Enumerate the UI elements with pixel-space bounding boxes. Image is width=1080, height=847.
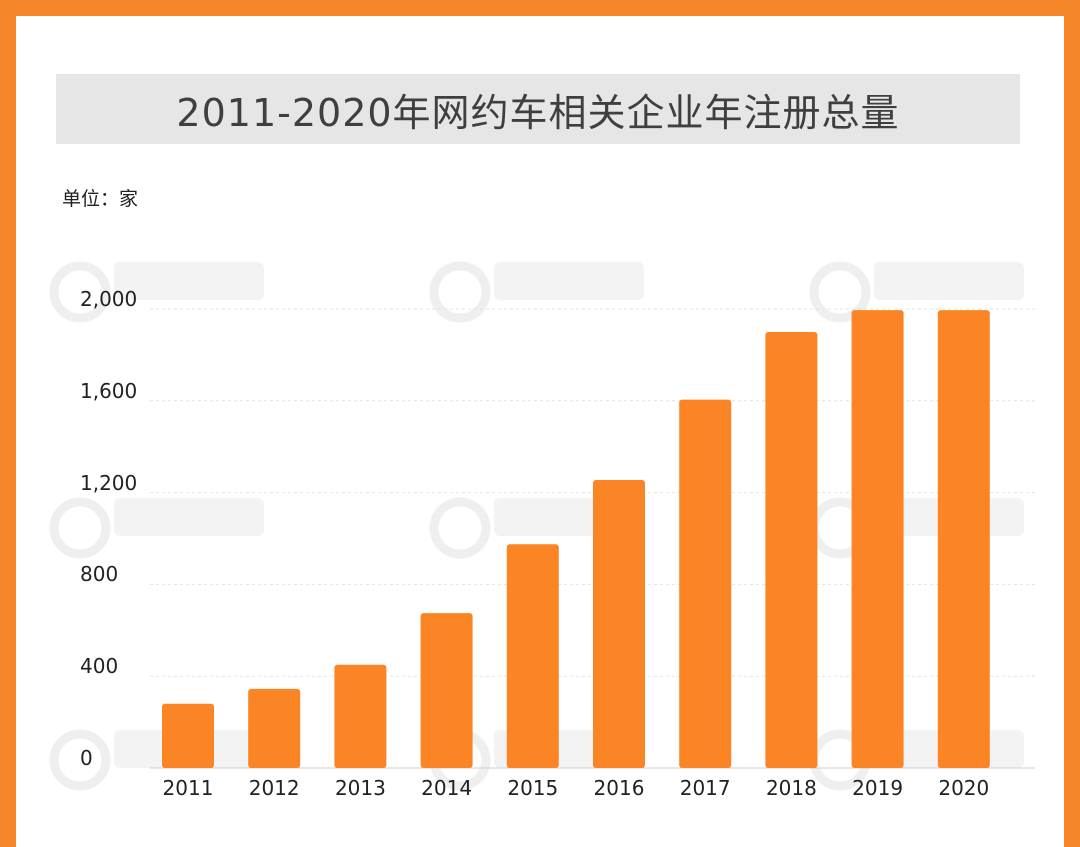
bar-2018: [765, 331, 818, 768]
bar-2011: [162, 703, 214, 768]
bar-2016: [593, 479, 645, 768]
x-tick-label: 2017: [679, 776, 731, 800]
y-tick-label: 2,000: [80, 287, 138, 311]
chart-title: 2011-2020年网约车相关企业年注册总量: [176, 90, 900, 135]
bar-2020: [937, 310, 990, 768]
x-tick-label: 2011: [162, 776, 214, 800]
bar-2015: [506, 544, 559, 768]
y-tick-label: 0: [80, 746, 93, 770]
bar-2019: [851, 310, 904, 768]
x-tick-label: 2020: [938, 776, 990, 800]
x-tick-label: 2016: [593, 776, 645, 800]
watermark-logo: [429, 261, 644, 323]
unit-label: 单位：家: [62, 188, 139, 210]
x-tick-label: 2018: [765, 776, 817, 800]
watermark-logo: [49, 497, 264, 559]
x-tick-label: 2013: [334, 776, 386, 800]
x-tick-label: 2019: [852, 776, 904, 800]
watermark-logo: [809, 497, 1024, 559]
bar-2014: [420, 613, 473, 768]
y-tick-label: 800: [80, 562, 119, 587]
y-tick-label: 1,200: [80, 470, 138, 495]
x-tick-label: 2014: [421, 776, 473, 800]
bar-2017: [679, 399, 732, 768]
watermark-logo: [809, 261, 1024, 323]
y-tick-label: 1,600: [80, 378, 138, 403]
bar-2013: [334, 664, 387, 768]
watermark-logo: [49, 261, 264, 323]
title-banner: 2011-2020年网约车相关企业年注册总量: [56, 74, 1020, 144]
bar-2012: [248, 688, 301, 768]
y-tick-label: 400: [80, 654, 119, 679]
bars: [162, 310, 990, 768]
x-tick-label: 2015: [507, 776, 559, 800]
x-tick-label: 2012: [248, 776, 300, 800]
